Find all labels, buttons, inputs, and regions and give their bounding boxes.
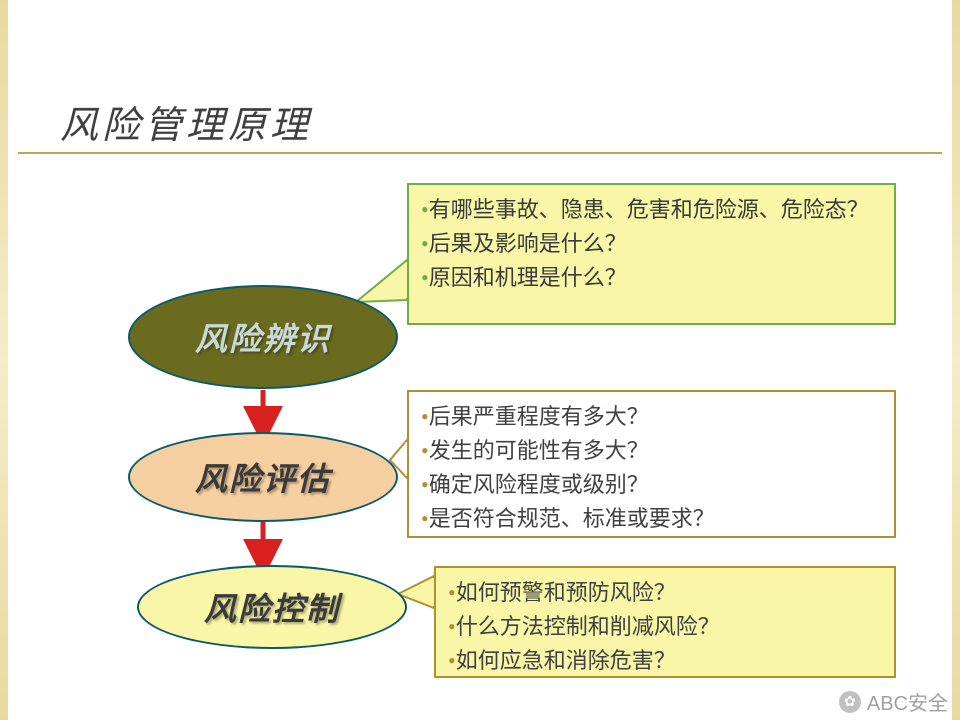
callout-identify-line2: 后果及影响是什么？ bbox=[429, 231, 627, 256]
callout-identify-line1: 有哪些事故、隐患、危害和危险源、危险态？ bbox=[429, 197, 869, 222]
watermark-text: ABC安全 bbox=[867, 687, 948, 716]
callout-control-line1: 如何预警和预防风险？ bbox=[456, 580, 676, 605]
node-control: 风险控制 bbox=[137, 565, 407, 649]
slide-title: 风险管理原理 bbox=[60, 94, 312, 149]
node-assess-label: 风险评估 bbox=[195, 454, 331, 500]
callout-control-line3: 如何应急和消除危害？ bbox=[456, 648, 676, 673]
callout-identify: •有哪些事故、隐患、危害和危险源、危险态？ •后果及影响是什么？ •原因和机理是… bbox=[407, 183, 896, 325]
wechat-icon: ✿ bbox=[839, 691, 861, 713]
title-underline bbox=[18, 152, 942, 154]
callout-assess-line4: 是否符合规范、标准或要求？ bbox=[429, 506, 715, 531]
node-control-label: 风险控制 bbox=[204, 584, 340, 630]
watermark: ✿ ABC安全 bbox=[839, 687, 948, 716]
callout-assess-line1: 后果严重程度有多大？ bbox=[429, 404, 649, 429]
callout-assess: •后果严重程度有多大？ •发生的可能性有多大？ •确定风险程度或级别？ •是否符… bbox=[407, 390, 896, 538]
callout-assess-line3: 确定风险程度或级别？ bbox=[429, 472, 649, 497]
callout-control: •如何预警和预防风险？ •什么方法控制和削减风险？ •如何应急和消除危害？ bbox=[434, 566, 896, 678]
node-identify: 风险辨识 bbox=[128, 285, 398, 389]
node-identify-label: 风险辨识 bbox=[195, 314, 331, 360]
callout-assess-line2: 发生的可能性有多大？ bbox=[429, 438, 649, 463]
callout-tail-identify bbox=[356, 260, 407, 302]
callout-control-line2: 什么方法控制和削减风险？ bbox=[456, 614, 720, 639]
node-assess: 风险评估 bbox=[128, 432, 398, 522]
callout-identify-line3: 原因和机理是什么？ bbox=[429, 265, 627, 290]
